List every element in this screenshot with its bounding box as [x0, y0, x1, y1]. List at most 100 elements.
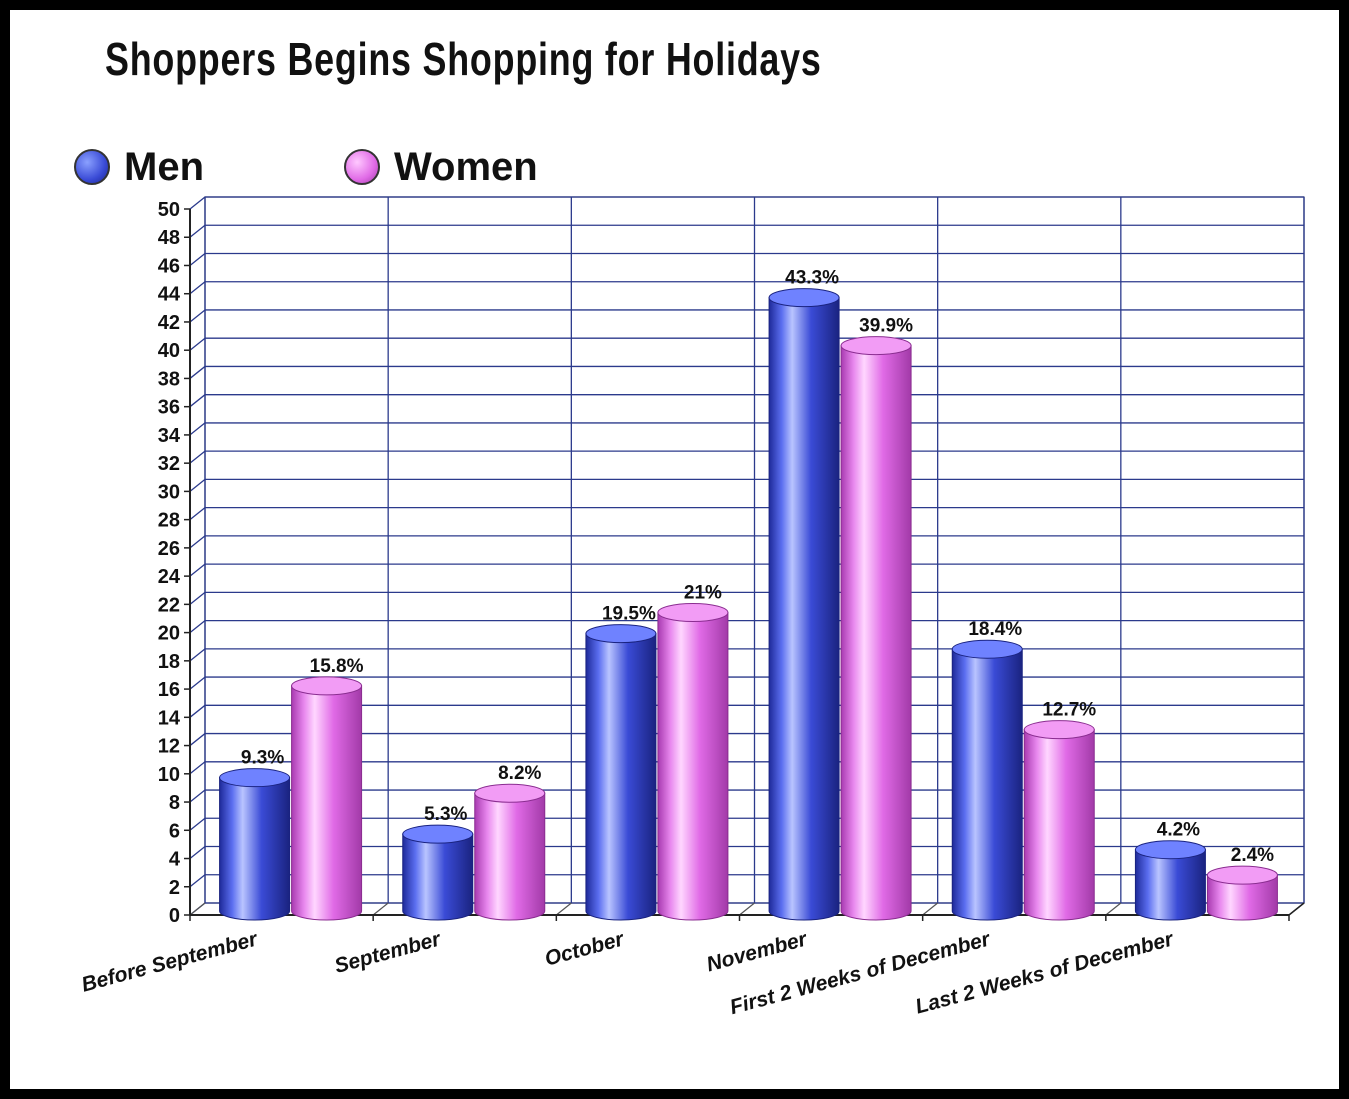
gridline-wall	[189, 789, 206, 803]
gridline-wall	[189, 620, 206, 634]
data-label: 18.4%	[968, 619, 1022, 640]
y-tick-label: 30	[158, 481, 180, 503]
bar-cap	[768, 288, 840, 308]
y-tick-label: 20	[158, 623, 180, 645]
y-tick-label: 16	[158, 679, 180, 701]
x-tick-label: October	[542, 927, 627, 971]
bar-body	[291, 685, 363, 921]
gridline-wall	[189, 309, 206, 323]
bar-men	[951, 639, 1023, 921]
y-tick-label: 34	[158, 425, 181, 447]
gridline-wall	[189, 394, 206, 408]
floor-divider	[739, 902, 755, 916]
floor-divider	[922, 902, 939, 916]
y-tick-label: 10	[158, 764, 180, 786]
y-tick-label: 0	[169, 905, 180, 927]
gridline-wall	[189, 874, 206, 888]
gridline-wall	[189, 365, 206, 379]
data-label: 4.2%	[1157, 820, 1200, 841]
x-tick-label: September	[332, 927, 445, 978]
bar-women	[474, 783, 546, 921]
data-label: 8.2%	[498, 763, 541, 784]
bars	[219, 288, 1278, 921]
floor-divider	[555, 902, 572, 916]
x-tick-label: November	[704, 927, 811, 976]
legend-swatch-men	[74, 149, 110, 185]
y-tick-label: 6	[169, 820, 180, 842]
bar-cap	[1206, 865, 1278, 885]
gridline-wall	[189, 563, 206, 577]
gridline-wall	[189, 761, 206, 775]
bar-women	[657, 602, 729, 921]
bar-men	[1134, 840, 1206, 921]
y-tick-label: 38	[158, 368, 180, 390]
gridline-wall	[189, 422, 206, 436]
bar-body	[402, 833, 474, 921]
gridline-wall	[189, 648, 206, 662]
bar-body	[657, 611, 729, 921]
gridline-wall	[189, 704, 206, 718]
y-tick-label: 50	[158, 199, 180, 221]
bar-women	[291, 676, 363, 921]
bar-body	[1206, 874, 1278, 921]
data-label: 15.8%	[310, 656, 364, 677]
gridline-wall	[189, 337, 206, 351]
bar-men	[402, 824, 474, 921]
bar-cap	[840, 336, 912, 356]
legend-swatch-women	[344, 149, 380, 185]
y-tick-label: 32	[158, 453, 180, 475]
bar-cap	[219, 768, 291, 788]
y-tick-label: 22	[158, 594, 180, 616]
bar-cap	[1023, 720, 1095, 740]
y-tick-label: 42	[158, 312, 180, 334]
y-tick-label: 26	[158, 538, 180, 560]
data-label: 43.3%	[785, 268, 839, 289]
data-label: 2.4%	[1231, 845, 1274, 866]
y-tick-label: 44	[158, 284, 181, 306]
gridline-wall	[189, 281, 206, 295]
data-label: 9.3%	[241, 748, 284, 769]
gridline-wall	[189, 450, 206, 464]
data-label: 21%	[684, 582, 722, 603]
legend-label-women: Women	[394, 145, 538, 189]
y-tick-label: 4	[169, 849, 181, 871]
y-tick-label: 28	[158, 510, 180, 532]
bar-cap	[474, 783, 546, 803]
data-label: 39.9%	[859, 316, 913, 337]
y-tick-label: 40	[158, 340, 180, 362]
bar-body	[951, 648, 1023, 921]
gridline-wall	[189, 478, 206, 492]
chart-title: Shoppers Begins Shopping for Holidays	[105, 33, 822, 85]
bar-women	[1206, 865, 1278, 921]
bar-cap	[402, 824, 474, 844]
bar-body	[474, 792, 546, 921]
bar-body	[768, 297, 840, 921]
gridline-wall	[189, 846, 206, 860]
floor-divider	[1105, 902, 1122, 916]
bar-cap	[951, 639, 1023, 659]
bar-women	[840, 336, 912, 921]
gridline-wall	[189, 507, 206, 521]
y-tick-label: 36	[158, 397, 180, 419]
floor-divider	[189, 902, 206, 916]
y-tick-label: 46	[158, 255, 180, 277]
bar-cap	[585, 624, 657, 644]
legend-label-men: Men	[124, 145, 204, 189]
y-tick-label: 12	[158, 736, 180, 758]
bar-body	[840, 345, 912, 921]
gridline-wall	[189, 224, 206, 238]
data-labels: 9.3% 15.8% 5.3% 8.2% 19.5% 21% 43.3% 39.9% 18.4%…	[241, 268, 1274, 867]
gridline-wall	[189, 252, 206, 266]
gridline-wall	[189, 535, 206, 549]
y-tick-label: 48	[158, 227, 180, 249]
bar-body	[1023, 729, 1095, 921]
gridline-wall	[189, 817, 206, 831]
bar-cap	[657, 602, 729, 622]
gridline-wall	[189, 591, 206, 605]
data-label: 5.3%	[424, 804, 467, 825]
y-tick-label: 18	[158, 651, 180, 673]
y-tick-label: 8	[169, 792, 180, 814]
bar-men	[768, 288, 840, 921]
gridline-wall	[189, 196, 206, 210]
